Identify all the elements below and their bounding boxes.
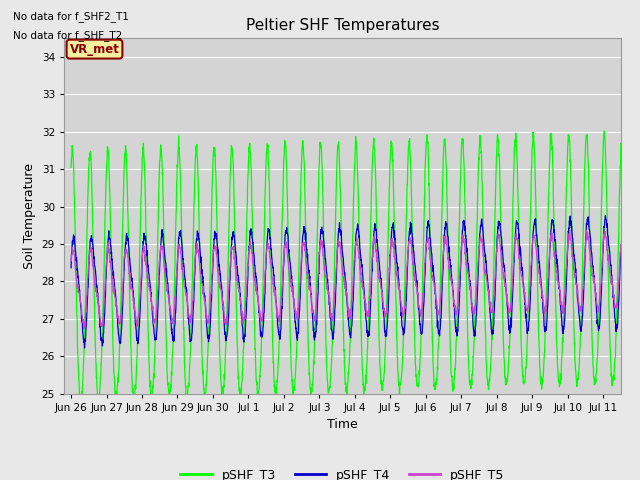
pSHF_T3 <box>76 400 84 406</box>
Line: pSHF_T5: pSHF_T5 <box>71 229 621 329</box>
Line: pSHF_T3: pSHF_T3 <box>71 131 621 403</box>
Title: Peltier SHF Temperatures: Peltier SHF Temperatures <box>246 18 439 33</box>
pSHF_T4 <box>67 265 75 271</box>
pSHF_T3 <box>335 139 342 144</box>
pSHF_T3 <box>602 147 609 153</box>
Text: No data for f_SHF_T2: No data for f_SHF_T2 <box>13 30 122 41</box>
pSHF_T4 <box>500 263 508 268</box>
pSHF_T5 <box>67 257 75 263</box>
pSHF_T5 <box>602 228 609 234</box>
pSHF_T5 <box>320 263 328 268</box>
pSHF_T3 <box>500 357 508 362</box>
pSHF_T4 <box>81 345 88 351</box>
pSHF_T3 <box>602 138 609 144</box>
pSHF_T4 <box>601 217 609 223</box>
pSHF_T3 <box>95 393 103 399</box>
pSHF_T4 <box>617 243 625 249</box>
pSHF_T5 <box>80 326 88 332</box>
Text: No data for f_SHF2_T1: No data for f_SHF2_T1 <box>13 11 129 22</box>
Text: VR_met: VR_met <box>70 43 120 56</box>
pSHF_T4 <box>602 216 609 222</box>
pSHF_T5 <box>602 231 609 237</box>
pSHF_T3 <box>67 165 75 170</box>
Line: pSHF_T4: pSHF_T4 <box>71 216 621 348</box>
pSHF_T5 <box>617 241 625 247</box>
pSHF_T5 <box>500 277 508 283</box>
X-axis label: Time: Time <box>327 418 358 431</box>
pSHF_T3 <box>617 141 625 146</box>
Y-axis label: Soil Temperature: Soil Temperature <box>23 163 36 269</box>
pSHF_T3 <box>320 257 328 263</box>
pSHF_T3 <box>600 128 608 134</box>
pSHF_T5 <box>566 227 573 232</box>
Legend: pSHF_T3, pSHF_T4, pSHF_T5: pSHF_T3, pSHF_T4, pSHF_T5 <box>175 464 509 480</box>
pSHF_T5 <box>335 239 342 245</box>
pSHF_T4 <box>335 228 342 233</box>
pSHF_T5 <box>95 307 103 312</box>
pSHF_T4 <box>95 312 103 318</box>
pSHF_T4 <box>602 213 609 218</box>
pSHF_T4 <box>320 244 328 250</box>
